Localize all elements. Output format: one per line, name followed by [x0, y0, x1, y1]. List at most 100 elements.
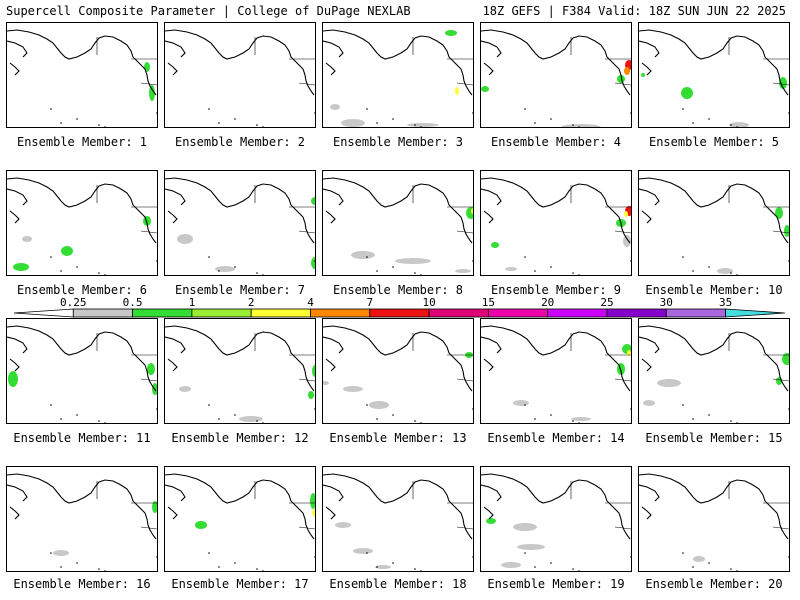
- island: [376, 122, 378, 124]
- political-border: [772, 82, 789, 86]
- ensemble-map-panel: [480, 22, 632, 128]
- island: [392, 118, 394, 120]
- color-scale-segment: [250, 308, 311, 318]
- island: [572, 272, 574, 274]
- island: [472, 112, 473, 114]
- coastline: [165, 29, 315, 96]
- scp-shaded-area: [486, 518, 496, 524]
- scp-shaded-area: [505, 267, 517, 271]
- scp-shaded-area: [571, 417, 591, 421]
- island: [218, 566, 220, 568]
- scp-shaded-area: [144, 62, 150, 72]
- island: [524, 552, 526, 554]
- island: [730, 568, 732, 570]
- scp-shaded-area: [312, 509, 315, 517]
- ensemble-member-label: Ensemble Member: 11: [13, 431, 151, 445]
- island: [550, 266, 552, 268]
- coastline: [483, 62, 494, 76]
- island: [392, 266, 394, 268]
- coastline: [639, 473, 789, 540]
- scp-shaded-area: [61, 246, 73, 256]
- coastline: [167, 506, 178, 520]
- scp-shaded-area: [343, 386, 363, 392]
- map-plot-area: [323, 29, 473, 127]
- island: [262, 274, 264, 275]
- scp-shaded-area: [369, 401, 389, 409]
- scp-shaded-area: [147, 363, 155, 375]
- island: [60, 122, 62, 124]
- coastline: [481, 40, 502, 58]
- color-scale-segment: [191, 308, 252, 318]
- ensemble-member-label: Ensemble Member: 9: [490, 283, 622, 297]
- coastline: [483, 210, 494, 224]
- island: [692, 270, 694, 272]
- scp-shaded-area: [681, 87, 693, 99]
- coastline: [639, 484, 660, 502]
- coastline: [165, 40, 186, 58]
- coastline: [9, 506, 20, 520]
- coastline: [7, 336, 28, 354]
- island: [420, 274, 422, 275]
- island: [534, 270, 536, 272]
- scp-shaded-area: [643, 400, 655, 406]
- scp-shaded-area: [330, 104, 340, 110]
- island: [104, 422, 106, 423]
- island: [76, 118, 78, 120]
- ensemble-map-panel: [480, 466, 632, 572]
- political-border: [298, 378, 315, 382]
- island: [472, 260, 473, 262]
- color-scale-bar: [13, 308, 785, 318]
- island: [256, 124, 258, 126]
- island: [98, 420, 100, 422]
- coastline: [483, 506, 494, 520]
- coastline: [639, 29, 789, 96]
- coastline: [481, 325, 631, 392]
- map-plot-area: [639, 29, 789, 127]
- run-valid-time: 18Z GEFS | F384 Valid: 18Z SUN JUN 22 20…: [482, 4, 786, 18]
- ensemble-member-label: Ensemble Member: 16: [13, 577, 151, 591]
- color-scale-tick-label: 0.5: [122, 296, 143, 309]
- coastline: [167, 62, 178, 76]
- scp-shaded-area: [517, 544, 545, 550]
- scp-shaded-area: [481, 86, 489, 92]
- island: [262, 126, 264, 127]
- ensemble-map-panel: [322, 22, 474, 128]
- island: [420, 126, 422, 127]
- ensemble-map-panel: [480, 170, 632, 276]
- political-border: [298, 526, 315, 530]
- ensemble-map-panel: [322, 170, 474, 276]
- ensemble-member-label: Ensemble Member: 20: [645, 577, 783, 591]
- island: [420, 570, 422, 571]
- scp-shaded-area: [617, 75, 625, 83]
- island: [104, 570, 106, 571]
- ensemble-member-label: Ensemble Member: 18: [329, 577, 467, 591]
- color-scale-segment: [72, 308, 134, 318]
- political-border: [772, 230, 789, 234]
- island: [218, 122, 220, 124]
- island: [788, 408, 789, 410]
- ensemble-member-label: Ensemble Member: 4: [490, 135, 622, 149]
- scp-shaded-area: [353, 548, 373, 554]
- color-scale-segment: [665, 308, 726, 318]
- coastline: [7, 325, 157, 392]
- island: [524, 108, 526, 110]
- island: [630, 112, 631, 114]
- island: [256, 420, 258, 422]
- coastline: [325, 210, 336, 224]
- scp-shaded-area: [308, 391, 314, 399]
- scp-shaded-area: [775, 207, 783, 219]
- island: [730, 420, 732, 422]
- island: [156, 260, 157, 262]
- island: [98, 568, 100, 570]
- island: [366, 256, 368, 258]
- island: [578, 422, 580, 423]
- island: [208, 108, 210, 110]
- ensemble-map-panel: [322, 318, 474, 424]
- island: [692, 122, 694, 124]
- island: [392, 414, 394, 416]
- island: [156, 408, 157, 410]
- color-scale-tick-label: 25: [600, 296, 614, 309]
- scp-shaded-area: [311, 197, 315, 205]
- scp-shaded-area: [310, 493, 315, 509]
- political-border: [298, 82, 315, 86]
